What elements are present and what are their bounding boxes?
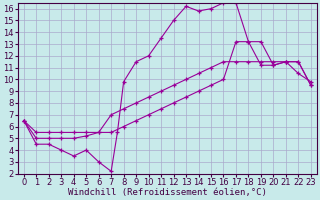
X-axis label: Windchill (Refroidissement éolien,°C): Windchill (Refroidissement éolien,°C) <box>68 188 267 197</box>
